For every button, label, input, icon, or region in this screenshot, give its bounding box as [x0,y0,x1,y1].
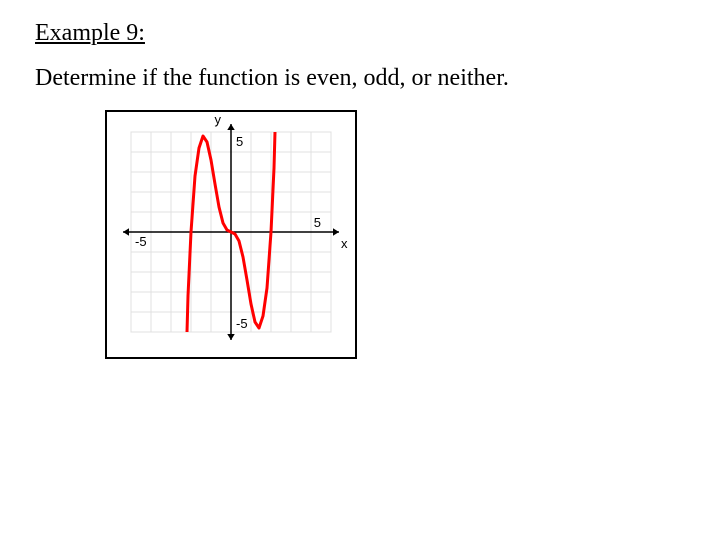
svg-text:-5: -5 [135,234,147,249]
svg-text:5: 5 [314,215,321,230]
graph-container: y x 5 -5 5 -5 [105,110,357,359]
svg-text:y: y [215,112,222,127]
svg-text:x: x [341,236,348,251]
prompt-text: Determine if the function is even, odd, … [35,65,685,92]
function-graph: y x 5 -5 5 -5 [107,112,355,352]
svg-text:5: 5 [236,134,243,149]
svg-text:-5: -5 [236,316,248,331]
example-title: Example 9: [35,20,685,47]
